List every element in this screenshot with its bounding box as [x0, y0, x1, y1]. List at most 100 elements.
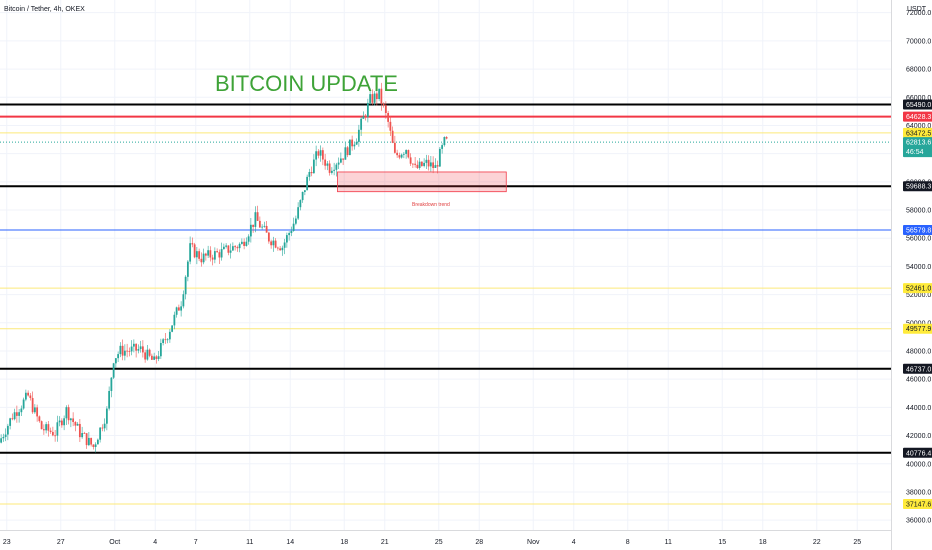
candle-body	[252, 224, 255, 227]
candle-body	[335, 164, 338, 170]
candle	[175, 306, 178, 318]
candle-body	[36, 407, 39, 417]
candle-body	[24, 392, 27, 400]
candle-body	[348, 139, 351, 156]
price-badge	[903, 127, 932, 138]
candle	[36, 404, 39, 422]
time-tick-label: 21	[381, 539, 389, 546]
candle-body	[81, 433, 84, 438]
candle	[132, 339, 135, 353]
candle	[42, 424, 45, 435]
candle	[438, 147, 441, 167]
candle-body	[443, 137, 446, 146]
candle-body	[308, 172, 311, 177]
horizontal-level-lines[interactable]	[0, 103, 891, 505]
candle	[393, 135, 396, 154]
candle	[362, 111, 365, 119]
breakdown-zone[interactable]	[337, 171, 507, 193]
candle-body	[175, 307, 178, 315]
time-axis[interactable]: 23 27 Oct 4 7 11 14 18 21 25 28 Nov 4 8 11 15 18 22 25	[3, 539, 861, 546]
candle	[209, 246, 212, 262]
candle	[373, 91, 376, 106]
candlestick-series	[0, 82, 448, 453]
price-tick-label: 70000.0	[906, 38, 931, 45]
candle-body	[357, 129, 360, 142]
candle	[425, 154, 428, 170]
candle-body	[355, 141, 358, 145]
candle	[195, 247, 198, 265]
candle-body	[72, 418, 75, 423]
candle-body	[391, 130, 394, 143]
candle	[420, 161, 423, 167]
candle	[72, 412, 75, 427]
candle	[117, 351, 120, 362]
candle-body	[249, 224, 252, 237]
candle-body	[382, 103, 385, 106]
time-tick-label: 15	[718, 539, 726, 546]
time-tick-label: 4	[572, 539, 576, 546]
time-tick-label: 11	[246, 539, 253, 546]
candle-body	[231, 246, 234, 251]
candle-body	[328, 163, 331, 173]
price-badge-label: 46737.0	[906, 366, 931, 373]
price-tick-label: 40000.0	[906, 461, 931, 468]
candle	[270, 239, 273, 249]
candle	[330, 167, 333, 175]
candle	[409, 153, 412, 167]
candle	[173, 311, 176, 330]
candle	[85, 433, 88, 449]
candle	[382, 102, 385, 108]
candle-body	[429, 162, 432, 167]
candle	[103, 418, 106, 432]
candle-body	[42, 429, 45, 431]
candle	[92, 444, 95, 450]
candle	[83, 431, 86, 434]
candle-body	[216, 251, 219, 253]
price-tick-label: 68000.0	[906, 67, 931, 74]
candle	[254, 206, 257, 233]
candle-body	[20, 408, 23, 413]
candle	[337, 157, 340, 170]
price-badge	[903, 323, 932, 334]
zone-label: Breakdown trend	[412, 202, 450, 208]
candle-body	[218, 252, 221, 258]
candle	[110, 377, 113, 398]
candle-body	[63, 418, 66, 426]
candle	[391, 126, 394, 144]
candle	[99, 427, 102, 443]
candle	[249, 218, 252, 243]
breakdown-zone-rect[interactable]	[337, 171, 507, 193]
candle-body	[398, 155, 401, 158]
candle-body	[119, 345, 122, 355]
price-tick-label: 38000.0	[906, 489, 931, 496]
candle-body	[283, 242, 286, 248]
candle-body	[409, 157, 412, 164]
candle-body	[432, 162, 435, 168]
candle-body	[126, 350, 129, 352]
price-badge	[903, 498, 932, 509]
candle-body	[54, 435, 57, 437]
candle-body	[27, 392, 30, 396]
candle-body	[189, 243, 192, 262]
candle-body	[315, 151, 318, 160]
price-badge-label: 64628.3	[906, 114, 931, 121]
candle-body	[56, 422, 59, 436]
candle-body	[211, 257, 214, 260]
candle-body	[267, 232, 270, 242]
candle	[31, 391, 34, 414]
candle	[319, 145, 322, 162]
price-badge	[903, 111, 932, 122]
candle	[245, 237, 248, 247]
candle	[243, 238, 246, 250]
candle-body	[168, 331, 171, 340]
candle-body	[40, 421, 43, 430]
candle-body	[324, 159, 327, 166]
price-badge	[903, 99, 932, 110]
price-tick-label: 66000.0	[906, 95, 931, 102]
candle-body	[99, 427, 102, 440]
candle-body	[173, 314, 176, 326]
candle-body	[364, 116, 367, 118]
candle-body	[234, 246, 237, 248]
candle	[63, 415, 66, 431]
